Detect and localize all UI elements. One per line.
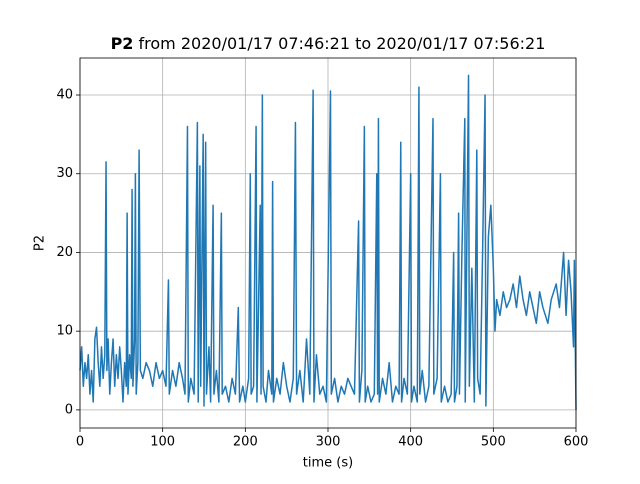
x-axis-label: time (s) xyxy=(303,456,353,471)
x-tick-label: 300 xyxy=(316,435,341,450)
title-bold: P2 xyxy=(111,34,134,53)
x-tick-label: 500 xyxy=(481,435,506,450)
x-tick-label: 400 xyxy=(398,435,423,450)
x-tick-label: 100 xyxy=(150,435,175,450)
y-tick-label: 30 xyxy=(56,166,73,181)
plot-frame xyxy=(79,57,577,429)
x-tick-label: 200 xyxy=(233,435,258,450)
x-tick-label: 600 xyxy=(564,435,589,450)
y-axis-label: P2 xyxy=(33,235,48,251)
y-tick-label: 0 xyxy=(65,402,73,417)
y-tick-label: 40 xyxy=(56,88,73,103)
title-rest: from 2020/01/17 07:46:21 to 2020/01/17 0… xyxy=(139,34,546,53)
y-tick-label: 20 xyxy=(56,245,73,260)
data-line xyxy=(79,74,577,410)
x-tick-label: 0 xyxy=(76,435,84,450)
chart-title: P2 from 2020/01/17 07:46:21 to 2020/01/1… xyxy=(111,34,546,53)
y-tick-label: 10 xyxy=(56,324,73,339)
